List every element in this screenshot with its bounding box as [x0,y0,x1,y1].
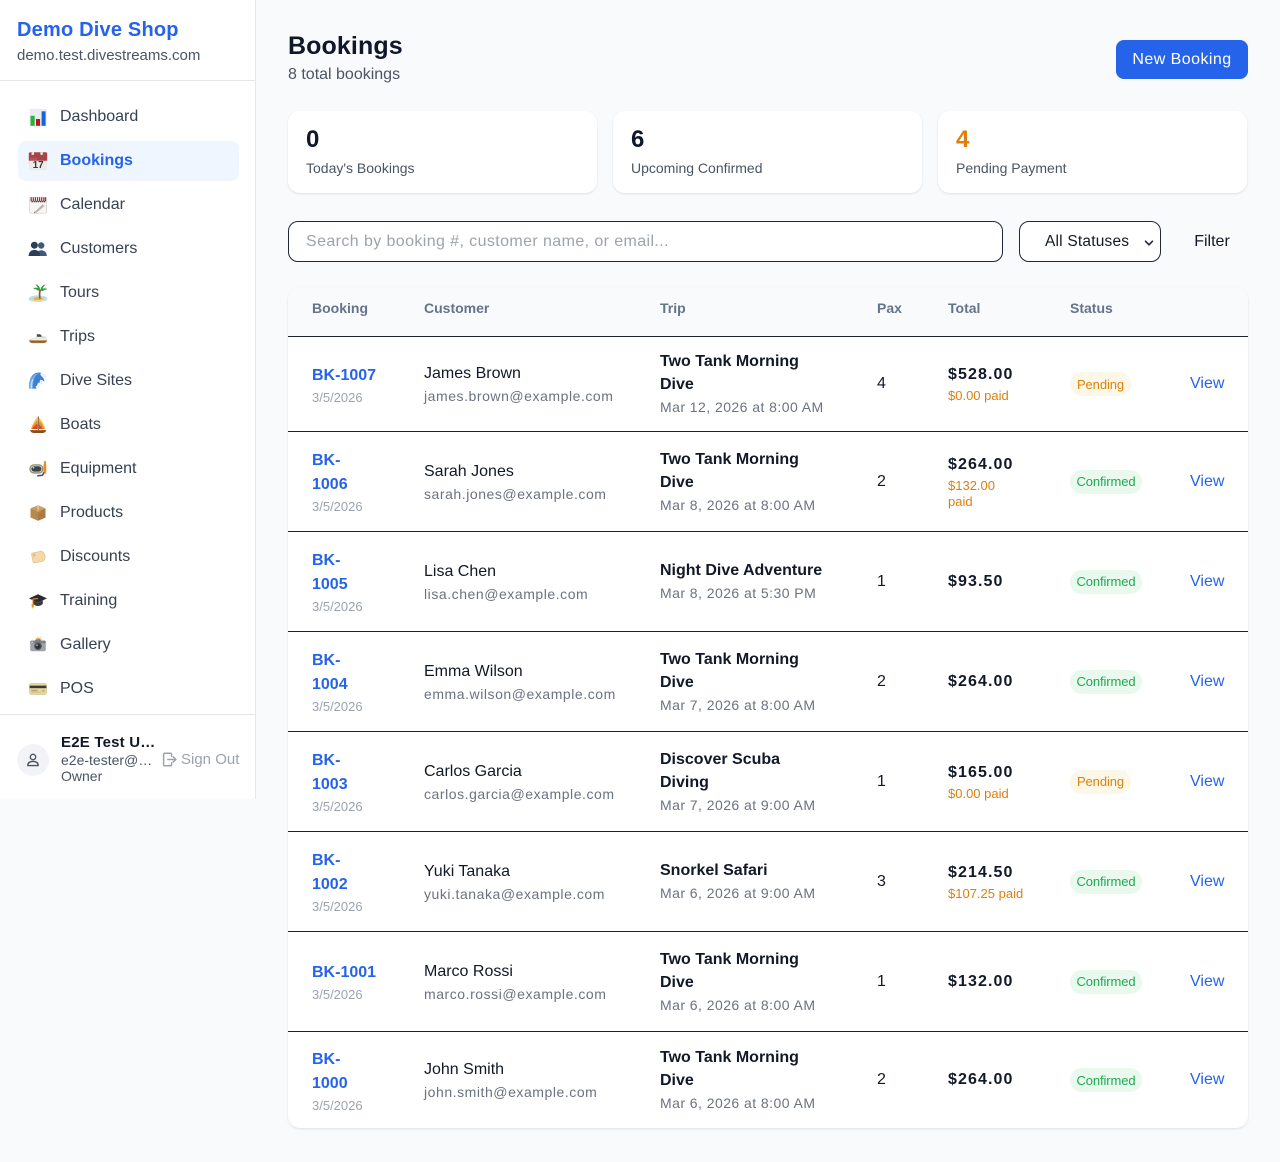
svg-text:17: 17 [33,160,45,171]
